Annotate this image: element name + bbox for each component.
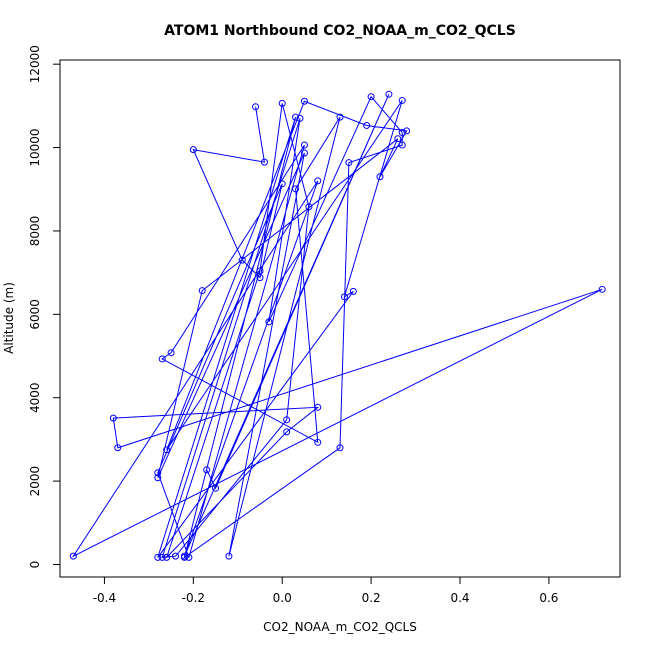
data-point — [163, 446, 171, 454]
data-point — [69, 552, 77, 560]
data-point — [394, 135, 402, 143]
data-point — [163, 553, 171, 561]
data-point — [180, 552, 188, 560]
data-point — [385, 90, 393, 98]
series-line — [71, 93, 603, 560]
data-point — [367, 93, 375, 101]
data-point — [283, 428, 291, 436]
data-point — [172, 552, 180, 560]
data-point — [314, 177, 322, 185]
y-tick-label: 2000 — [28, 466, 42, 497]
data-point — [403, 127, 411, 135]
x-tick-label: -0.4 — [93, 591, 116, 605]
y-tick-label: 12000 — [28, 45, 42, 83]
data-point — [398, 129, 406, 137]
data-point — [256, 267, 264, 275]
data-point — [154, 474, 162, 482]
data-point — [314, 403, 322, 411]
data-point — [189, 146, 197, 154]
data-point — [158, 355, 166, 363]
data-point — [278, 99, 286, 107]
x-tick-label: -0.2 — [182, 591, 205, 605]
data-point — [398, 96, 406, 104]
data-point — [158, 553, 166, 561]
data-point — [305, 203, 313, 211]
data-point — [292, 185, 300, 193]
y-axis: 0 2000 4000 6000 8000 10000 12000 — [28, 45, 61, 569]
data-point — [398, 141, 406, 149]
data-point — [336, 444, 344, 452]
y-tick-label: 10000 — [28, 128, 42, 166]
x-tick-label: 0.6 — [539, 591, 558, 605]
data-point — [154, 553, 162, 561]
data-point — [340, 293, 348, 301]
y-tick-label: 0 — [28, 561, 42, 569]
y-tick-label: 6000 — [28, 299, 42, 330]
data-point — [238, 256, 246, 264]
data-point — [212, 484, 220, 492]
x-axis-label: CO2_NOAA_m_CO2_QCLS — [263, 620, 417, 634]
data-point — [265, 318, 273, 326]
data-point — [154, 469, 162, 477]
data-point — [336, 113, 344, 121]
data-point — [283, 416, 291, 424]
data-point — [109, 414, 117, 422]
data-point — [300, 141, 308, 149]
data-point — [345, 159, 353, 167]
data-point — [167, 349, 175, 357]
data-point — [296, 114, 304, 122]
data-point — [349, 287, 357, 295]
y-tick-label: 8000 — [28, 216, 42, 247]
data-point — [376, 173, 384, 181]
data-point — [292, 113, 300, 121]
data-point — [300, 149, 308, 157]
y-tick-label: 4000 — [28, 382, 42, 413]
x-tick-label: 0.2 — [362, 591, 381, 605]
data-point — [363, 121, 371, 129]
x-tick-label: 0.4 — [450, 591, 469, 605]
data-point — [114, 444, 122, 452]
data-point — [278, 180, 286, 188]
data-point — [260, 158, 268, 166]
plot-area — [69, 90, 606, 561]
data-point — [252, 103, 260, 111]
data-point — [203, 466, 211, 474]
data-point — [225, 552, 233, 560]
plot-frame — [59, 59, 621, 578]
x-tick-label: 0.0 — [273, 591, 292, 605]
data-point — [300, 97, 308, 105]
chart-title: ATOM1 Northbound CO2_NOAA_m_CO2_QCLS — [164, 23, 516, 39]
data-point — [198, 287, 206, 295]
y-axis-label: Altitude (m) — [2, 282, 16, 354]
data-point — [314, 438, 322, 446]
data-point — [256, 274, 264, 282]
data-point — [598, 285, 606, 293]
x-axis: -0.4 -0.2 0.0 0.2 0.4 0.6 — [93, 576, 558, 605]
data-point — [185, 553, 193, 561]
